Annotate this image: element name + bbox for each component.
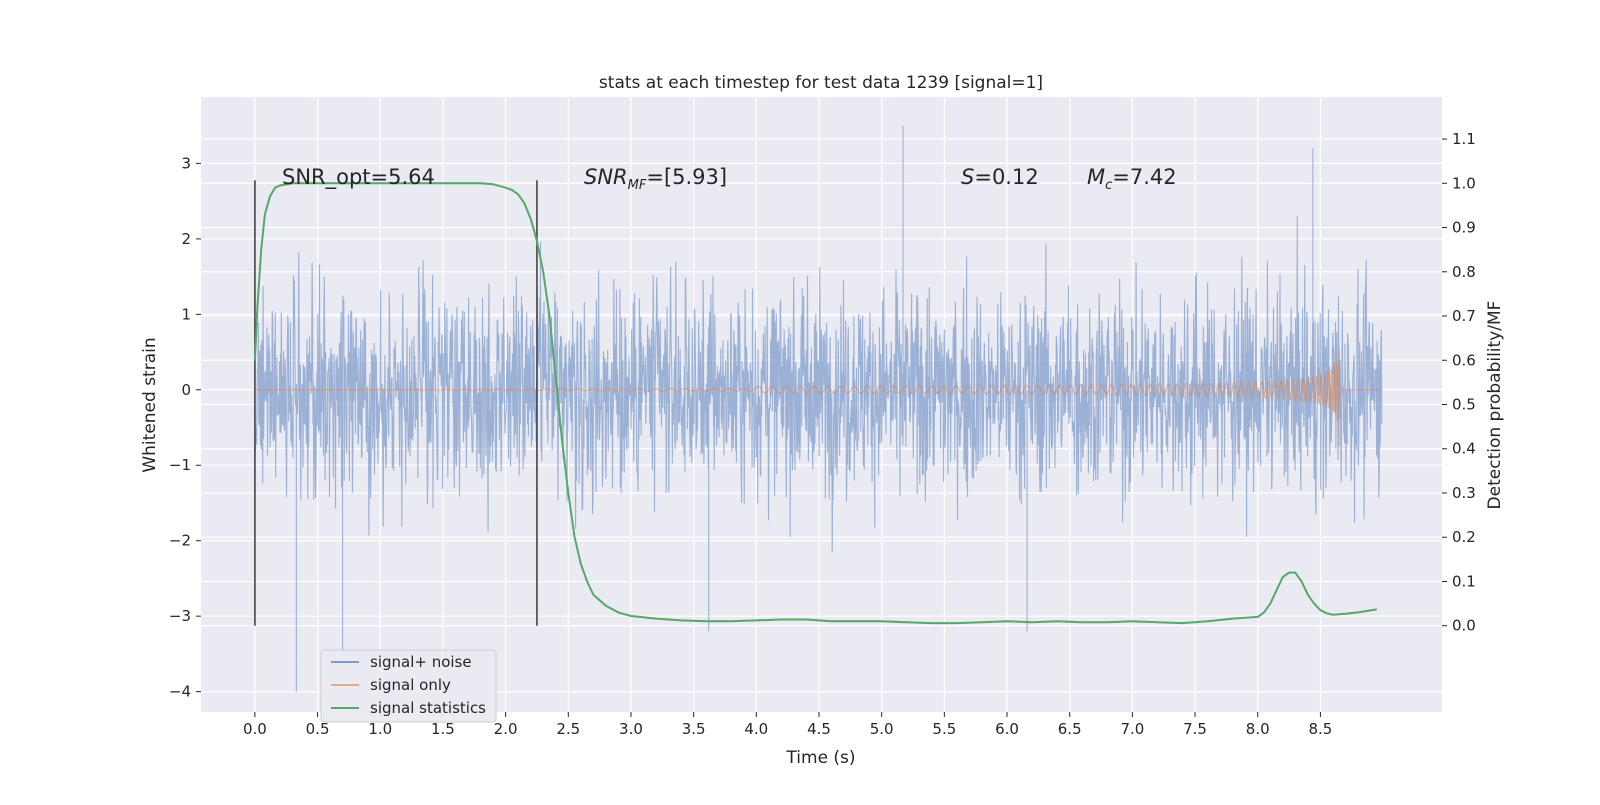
y-tick-label: 2 <box>181 230 191 248</box>
y2-tick-label: 0.1 <box>1452 572 1476 590</box>
y2-tick-label: 0.3 <box>1452 484 1476 502</box>
legend: signal+ noise signal only signal statist… <box>320 649 497 723</box>
x-tick-label: 7.5 <box>1183 720 1207 738</box>
chart-title: stats at each timestep for test data 123… <box>599 73 1043 93</box>
y2-axis-label: Detection probability/MF <box>1485 301 1505 510</box>
annotation-s: S=0.12 <box>961 165 1039 189</box>
y-tick-label: −2 <box>169 532 191 550</box>
x-tick-label: 1.5 <box>431 720 455 738</box>
y-tick-label: 0 <box>181 381 191 399</box>
x-tick-label: 4.5 <box>807 720 831 738</box>
x-tick-label: 7.0 <box>1120 720 1144 738</box>
x-tick-label: 8.0 <box>1246 720 1270 738</box>
y2-tick-label: 0.7 <box>1452 307 1476 325</box>
x-tick-label: 8.5 <box>1308 720 1332 738</box>
y2-tick-label: 0.4 <box>1452 440 1476 458</box>
x-tick-label: 0.5 <box>306 720 330 738</box>
y-tick-label: −1 <box>169 456 191 474</box>
series-signal-noise <box>254 125 1383 692</box>
legend-label-signal-statistics: signal statistics <box>370 699 486 717</box>
time-markers <box>254 180 538 626</box>
y2-tick-label: 0.9 <box>1452 219 1476 237</box>
x-tick-label: 0.0 <box>243 720 267 738</box>
y2-tick-label: 0.0 <box>1452 617 1476 635</box>
legend-box <box>320 649 497 723</box>
mc-value: =7.42 <box>1112 165 1176 189</box>
x-tick-label: 5.5 <box>932 720 956 738</box>
signal-only-line <box>254 348 1382 447</box>
y-tick-label: −3 <box>169 607 191 625</box>
y-axis-label: Whitened strain <box>140 337 160 472</box>
x-tick-label: 1.0 <box>368 720 392 738</box>
snr-mf-label: SNR <box>584 165 628 189</box>
series-signal-only <box>254 348 1382 447</box>
mc-sub: c <box>1105 178 1112 193</box>
y2-tick-label: 1.0 <box>1452 174 1476 192</box>
mc-label: M <box>1087 165 1105 189</box>
snr-mf-sub: MF <box>628 178 647 193</box>
y-tick-label: 1 <box>181 305 191 323</box>
x-tick-label: 5.0 <box>870 720 894 738</box>
y2-tick-label: 0.8 <box>1452 263 1476 281</box>
y2-tick-label: 1.1 <box>1452 130 1476 148</box>
x-tick-label: 2.0 <box>494 720 518 738</box>
annotation-mc: Mc=7.42 <box>1087 165 1177 193</box>
signal-noise-line <box>254 125 1383 692</box>
annotation-snr-opt: SNR_opt=5.64 <box>282 165 435 190</box>
legend-label-signal-noise: signal+ noise <box>370 653 472 671</box>
y2-tick-label: 0.6 <box>1452 351 1476 369</box>
y-tick-label: −4 <box>169 683 191 701</box>
x-tick-label: 6.5 <box>1058 720 1082 738</box>
x-tick-label: 4.0 <box>744 720 768 738</box>
x-tick-label: 2.5 <box>556 720 580 738</box>
y2-tick-label: 0.5 <box>1452 396 1476 414</box>
s-label: S <box>961 165 974 189</box>
x-tick-label: 3.0 <box>619 720 643 738</box>
signal-statistics-line <box>253 182 1377 625</box>
x-tick-label: 6.0 <box>995 720 1019 738</box>
legend-label-signal-only: signal only <box>370 676 451 694</box>
series-signal-statistics <box>253 182 1377 625</box>
s-value: =0.12 <box>974 165 1038 189</box>
annotation-snr-mf: SNRMF=[5.93] <box>584 165 727 193</box>
y2-tick-label: 0.2 <box>1452 528 1476 546</box>
y-tick-label: 3 <box>181 154 191 172</box>
snr-mf-value: =[5.93] <box>646 165 727 189</box>
x-tick-label: 3.5 <box>682 720 706 738</box>
axis-ticks: 0.0 0.5 1.0 1.5 2.0 2.5 3.0 3.5 4.0 4.5 5.0 5.5 6.0 6… <box>169 130 1476 738</box>
x-axis-label: Time (s) <box>785 748 855 768</box>
